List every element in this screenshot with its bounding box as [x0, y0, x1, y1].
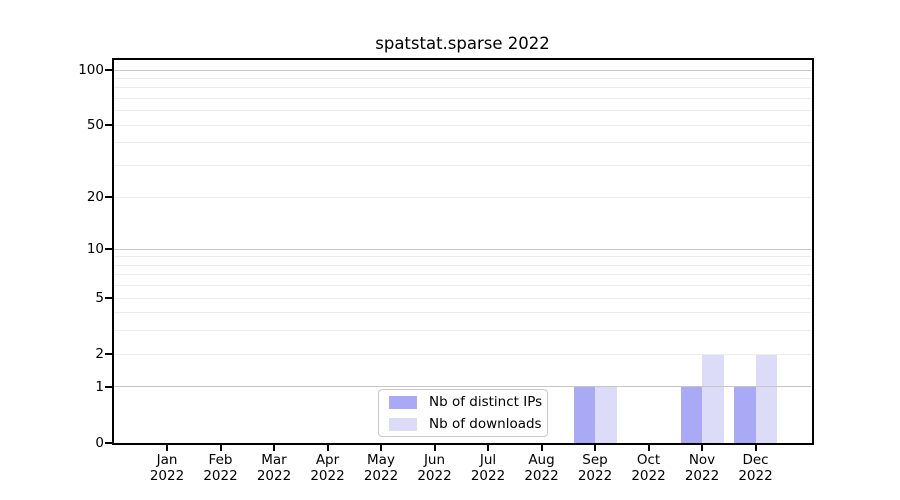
x-tick-mark: [273, 445, 275, 451]
y-tick-mark: [105, 385, 112, 388]
legend-label-downloads: Nb of downloads: [429, 416, 542, 432]
gridline-minor: [114, 274, 811, 276]
bar-downloads: [702, 354, 724, 443]
y-tick-label: 5: [95, 290, 104, 307]
y-tick-label: 1: [95, 378, 104, 395]
x-tick-mark: [754, 445, 757, 451]
x-tick-mark: [701, 445, 703, 451]
x-tick-mark: [540, 445, 543, 451]
x-tick-label: Sep 2022: [577, 452, 613, 484]
gridline-minor: [114, 142, 811, 144]
y-tick-label: 20: [86, 189, 104, 206]
x-tick-mark: [219, 445, 222, 451]
y-tick-mark: [105, 248, 112, 251]
gridline-minor: [114, 256, 811, 258]
y-tick-label: 2: [95, 346, 104, 363]
x-tick-label: Jul 2022: [470, 452, 506, 484]
y-tick-label: 100: [78, 62, 104, 79]
bar-distinct-ips: [573, 386, 595, 443]
x-tick-label: Jun 2022: [417, 452, 452, 484]
legend-item-downloads: Nb of downloads: [387, 416, 542, 432]
bar-downloads: [755, 354, 777, 443]
x-tick-mark: [647, 445, 650, 451]
legend: Nb of distinct IPs Nb of downloads: [378, 389, 548, 437]
x-tick-label: Aug 2022: [524, 452, 559, 484]
gridline-minor: [114, 330, 811, 332]
gridline-major: [114, 69, 811, 71]
y-tick-mark: [105, 196, 112, 199]
bar-distinct-ips: [734, 386, 756, 443]
x-tick-label: Dec 2022: [738, 452, 773, 484]
x-tick-mark: [487, 445, 489, 451]
y-tick-mark: [105, 297, 112, 300]
gridline-minor: [114, 78, 811, 80]
gridline-minor: [114, 312, 811, 314]
x-tick-mark: [166, 445, 168, 451]
y-tick-label: 50: [86, 117, 104, 134]
chart-title: spatstat.sparse 2022: [375, 34, 550, 53]
y-tick-label: 10: [86, 241, 104, 258]
gridline-minor: [114, 285, 811, 287]
x-tick-mark: [326, 445, 329, 451]
y-tick-mark: [105, 69, 112, 72]
gridline-minor: [114, 98, 811, 100]
gridline-minor: [114, 196, 811, 198]
legend-swatch-downloads: [389, 417, 417, 431]
gridline-major: [114, 386, 811, 388]
x-tick-label: Nov 2022: [684, 452, 720, 484]
y-tick-mark: [105, 124, 112, 127]
x-tick-label: Jan 2022: [149, 452, 185, 484]
gridline-minor: [114, 297, 811, 299]
x-tick-label: Mar 2022: [256, 452, 292, 484]
x-tick-label: Oct 2022: [631, 452, 666, 484]
x-tick-label: Feb 2022: [203, 452, 238, 484]
legend-swatch-distinct-ips: [389, 395, 417, 409]
legend-label-distinct-ips: Nb of distinct IPs: [429, 394, 543, 410]
gridline-minor: [114, 264, 811, 266]
bar-downloads: [595, 386, 617, 443]
legend-item-distinct-ips: Nb of distinct IPs: [387, 394, 543, 410]
gridline-minor: [114, 110, 811, 112]
gridline-minor: [114, 124, 811, 126]
x-tick-mark: [380, 445, 382, 451]
bar-distinct-ips: [680, 386, 702, 443]
y-tick-label: 0: [95, 435, 104, 451]
gridline-minor: [114, 165, 811, 167]
gridline-minor: [114, 87, 811, 89]
y-tick-mark: [105, 442, 112, 444]
x-tick-label: Apr 2022: [310, 452, 345, 484]
y-tick-mark: [105, 353, 112, 356]
x-tick-mark: [594, 445, 596, 451]
x-tick-mark: [433, 445, 436, 451]
x-tick-label: May 2022: [363, 452, 399, 484]
gridline-major: [114, 248, 811, 250]
gridline-minor: [114, 353, 811, 355]
